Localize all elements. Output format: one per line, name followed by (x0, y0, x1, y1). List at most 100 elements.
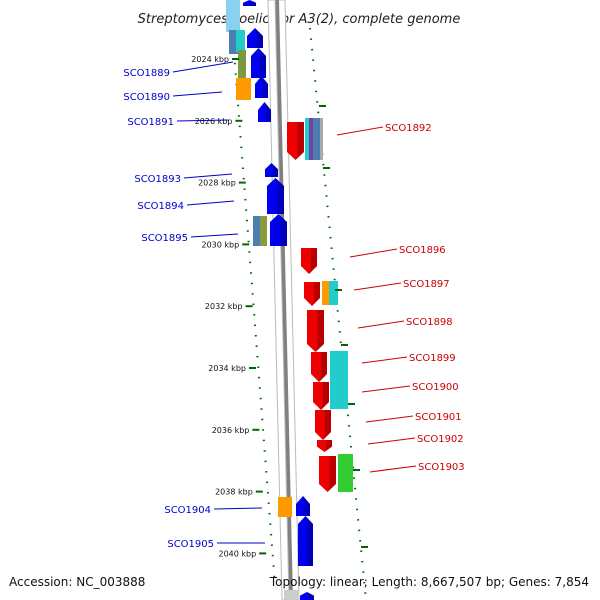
gene-arrow (319, 456, 336, 492)
gene-label: SCO1896 (399, 245, 446, 256)
gene-labels: SCO1889 SCO1890 SCO1891 SCO1893 SCO1894 SCO18… (123, 61, 465, 550)
feature-block (284, 590, 298, 600)
feature-block (329, 281, 338, 305)
gene-arrow (287, 122, 304, 160)
tick-label: 2024 kbp (191, 55, 229, 64)
gene-arrow (258, 102, 271, 122)
gene-arrow-shade (278, 214, 287, 246)
gene-arrow (255, 76, 268, 98)
genome-summary-text: Topology: linear; Length: 8,667,507 bp; … (269, 575, 589, 589)
feature-block (305, 118, 311, 160)
gene-arrow-shade (303, 496, 310, 516)
gene-label: SCO1901 (415, 412, 462, 423)
label-leader-line (213, 507, 263, 510)
label-leader-line (172, 91, 223, 97)
label-leader-line (367, 437, 416, 445)
gene-arrow (247, 28, 263, 48)
gene-label: SCO1890 (123, 92, 170, 103)
gene-arrows (243, 0, 336, 600)
feature-block (226, 0, 240, 32)
gene-label: SCO1895 (141, 233, 188, 244)
gene-arrow (251, 48, 266, 78)
position-ticks: 2024 kbp 2026 kbp 2028 kbp 2030 kbp 2032 kbp… (191, 55, 368, 558)
gene-arrow-shade (307, 592, 314, 600)
feature-block (236, 30, 245, 52)
label-leader-line (365, 415, 414, 423)
gene-label: SCO1897 (403, 279, 450, 290)
gene-arrow-shade (309, 248, 317, 274)
gene-arrow-shade (324, 440, 332, 452)
gene-arrow (267, 178, 284, 214)
feature-block (278, 497, 292, 517)
accession-text: Accession: NC_003888 (9, 575, 145, 589)
gene-arrow (304, 282, 320, 306)
gene-arrow-shade (323, 410, 331, 440)
label-leader-line (176, 119, 229, 122)
feature-block (309, 118, 313, 160)
gene-label: SCO1889 (123, 68, 170, 79)
gene-arrow (311, 352, 327, 382)
feature-block (320, 118, 323, 160)
gene-label: SCO1898 (406, 317, 453, 328)
feature-block (238, 50, 246, 78)
gene-label: SCO1899 (409, 353, 456, 364)
feature-blocks (226, 0, 353, 600)
label-leader-line (336, 126, 384, 136)
gene-arrow (298, 516, 313, 566)
feature-block (253, 216, 261, 246)
gene-arrow (296, 496, 310, 516)
tick-label: 2026 kbp (195, 117, 233, 126)
feature-block (338, 454, 353, 492)
gene-label: SCO1893 (134, 174, 181, 185)
gene-arrow-shade (261, 76, 268, 98)
gene-label: SCO1904 (164, 505, 211, 516)
gene-label: SCO1905 (167, 539, 214, 550)
gene-arrow-shade (327, 456, 336, 492)
gene-arrow (300, 592, 314, 600)
tick-label: 2040 kbp (218, 549, 256, 558)
gene-arrow-shade (258, 48, 266, 78)
map-title: Streptomyces coelicolor A3(2), complete … (138, 12, 461, 27)
label-leader-line (183, 173, 233, 179)
gene-label: SCO1900 (412, 382, 459, 393)
gene-label: SCO1902 (417, 434, 464, 445)
gene-arrow-shade (315, 310, 324, 352)
gene-arrow-shade (321, 382, 329, 410)
gene-arrow-shade (264, 102, 271, 122)
gene-arrow (307, 310, 324, 352)
label-leader-line (361, 385, 411, 393)
label-leader-line (186, 200, 235, 206)
gene-label: SCO1891 (127, 117, 174, 128)
feature-block (330, 351, 348, 409)
tick-label: 2038 kbp (215, 488, 253, 497)
gene-arrow-shade (319, 352, 327, 382)
feature-block (313, 118, 320, 160)
gene-arrow (315, 410, 331, 440)
tick-label: 2028 kbp (198, 179, 236, 188)
feature-block (322, 281, 329, 305)
label-leader-line (369, 465, 417, 473)
label-leader-line (172, 61, 234, 73)
feature-block (229, 30, 239, 54)
gene-arrow (265, 163, 278, 177)
tick-label: 2036 kbp (212, 426, 250, 435)
label-leader-line (361, 356, 408, 364)
gene-arrow-shade (255, 28, 263, 48)
gene-arrow (243, 0, 256, 6)
gene-arrow-shade (295, 122, 304, 160)
gene-arrow-shade (271, 163, 278, 177)
feature-block (236, 78, 251, 100)
feature-block (260, 216, 267, 246)
gene-label: SCO1892 (385, 123, 432, 134)
gene-label: SCO1903 (418, 462, 465, 473)
gene-arrow-shade (249, 0, 256, 6)
gene-arrow (270, 214, 287, 246)
label-leader-line (190, 233, 239, 238)
gene-arrow-shade (312, 282, 320, 306)
gene-arrow-shade (305, 516, 313, 566)
label-leader-line (353, 282, 402, 291)
label-leader-line (349, 248, 398, 258)
label-leader-line (357, 320, 405, 329)
gene-arrow (301, 248, 317, 274)
